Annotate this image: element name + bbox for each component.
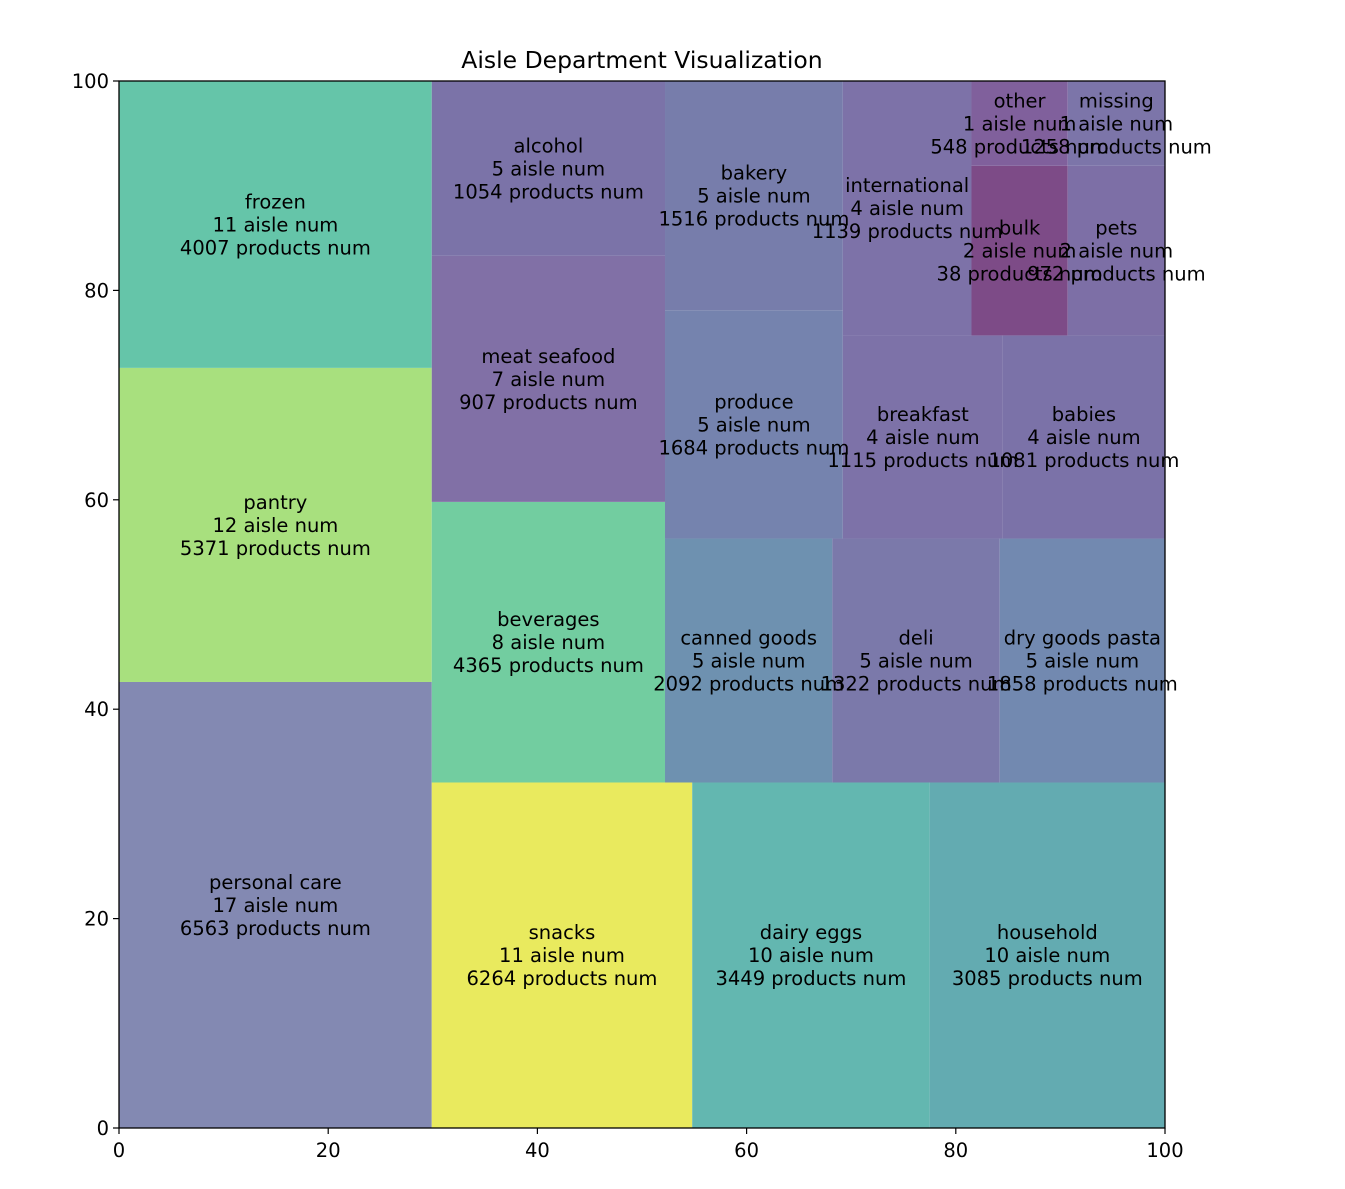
cell-label-meat-seafood: meat seafood 7 aisle num 907 products num bbox=[459, 345, 638, 414]
chart-title: Aisle Department Visualization bbox=[461, 46, 822, 74]
treemap-cell-produce bbox=[665, 310, 843, 539]
cell-label-babies: babies 4 aisle num 1081 products num bbox=[988, 403, 1179, 472]
x-tick-label-0: 0 bbox=[113, 1139, 125, 1162]
treemap-cell-dry-goods-pasta bbox=[999, 538, 1165, 783]
treemap-cell-missing bbox=[1067, 81, 1165, 166]
axis-ticks: 0 20 40 60 80 100 0 20 40 60 80 100 bbox=[72, 70, 1184, 1162]
treemap-cell-alcohol bbox=[431, 81, 666, 256]
axes-frame bbox=[118, 80, 1166, 1129]
cell-label-deli: deli 5 aisle num 1322 products num bbox=[821, 627, 1012, 696]
treemap-cell-other bbox=[971, 81, 1068, 166]
x-tick-label-60: 60 bbox=[734, 1139, 759, 1162]
y-tick-label-20: 20 bbox=[84, 908, 109, 931]
y-tick-label-80: 80 bbox=[84, 279, 109, 302]
treemap-cell-breakfast bbox=[842, 335, 1003, 539]
x-tick-label-40: 40 bbox=[525, 1139, 550, 1162]
cell-label-alcohol: alcohol 5 aisle num 1054 products num bbox=[453, 134, 644, 203]
treemap-cells bbox=[119, 81, 1165, 1128]
y-tick-label-100: 100 bbox=[72, 70, 109, 93]
cell-label-other: other 1 aisle num 548 products num bbox=[930, 89, 1109, 158]
cell-label-breakfast: breakfast 4 aisle num 1115 products num bbox=[827, 403, 1018, 472]
treemap-cell-international bbox=[842, 81, 972, 336]
x-tick-label-100: 100 bbox=[1146, 1139, 1183, 1162]
treemap-cell-frozen bbox=[119, 81, 432, 368]
treemap-cell-babies bbox=[1002, 335, 1165, 539]
x-tick-label-20: 20 bbox=[316, 1139, 341, 1162]
treemap-cell-meat-seafood bbox=[431, 255, 666, 502]
treemap-cell-household bbox=[929, 782, 1165, 1128]
cell-label-snacks: snacks 11 aisle num 6264 products num bbox=[467, 921, 658, 990]
y-tick-label-60: 60 bbox=[84, 489, 109, 512]
cell-label-personal-care: personal care 17 aisle num 6563 products n… bbox=[180, 871, 371, 940]
treemap-labels: personal care 17 aisle num 6563 products n… bbox=[180, 89, 1212, 990]
y-tick-label-0: 0 bbox=[97, 1117, 109, 1140]
cell-label-international: international 4 aisle num 1139 products nu… bbox=[812, 174, 1003, 243]
cell-label-missing: missing 1 aisle num 1258 products num bbox=[1021, 89, 1212, 158]
cell-label-pets: pets 2 aisle num 972 products num bbox=[1027, 217, 1206, 286]
treemap-cell-canned-goods bbox=[665, 538, 833, 783]
cell-label-frozen: frozen 11 aisle num 4007 products num bbox=[180, 190, 371, 259]
cell-label-bulk: bulk 2 aisle num 38 products num bbox=[937, 217, 1103, 286]
x-tick-label-80: 80 bbox=[943, 1139, 968, 1162]
cell-label-beverages: beverages 8 aisle num 4365 products num bbox=[453, 608, 644, 677]
treemap-cell-dairy-eggs bbox=[692, 782, 930, 1128]
cell-label-dry-goods-pasta: dry goods pasta 5 aisle num 1858 products … bbox=[987, 627, 1178, 696]
cell-label-bakery: bakery 5 aisle num 1516 products num bbox=[658, 162, 849, 231]
treemap-cell-bulk bbox=[971, 165, 1068, 336]
treemap-cell-beverages bbox=[431, 501, 666, 783]
treemap-cell-personal-care bbox=[119, 681, 432, 1128]
treemap-cell-bakery bbox=[665, 81, 843, 311]
treemap-cell-pets bbox=[1067, 165, 1165, 336]
cell-label-household: household 10 aisle num 3085 products num bbox=[952, 921, 1143, 990]
cell-label-pantry: pantry 12 aisle num 5371 products num bbox=[180, 491, 371, 560]
cell-label-produce: produce 5 aisle num 1684 products num bbox=[658, 390, 849, 459]
y-tick-label-40: 40 bbox=[84, 698, 109, 721]
treemap-cell-snacks bbox=[431, 782, 693, 1128]
treemap-cell-deli bbox=[832, 538, 1000, 783]
cell-label-dairy-eggs: dairy eggs 10 aisle num 3449 products num bbox=[715, 921, 906, 990]
cell-label-canned-goods: canned goods 5 aisle num 2092 products num bbox=[653, 627, 844, 696]
treemap-cell-pantry bbox=[119, 367, 432, 682]
